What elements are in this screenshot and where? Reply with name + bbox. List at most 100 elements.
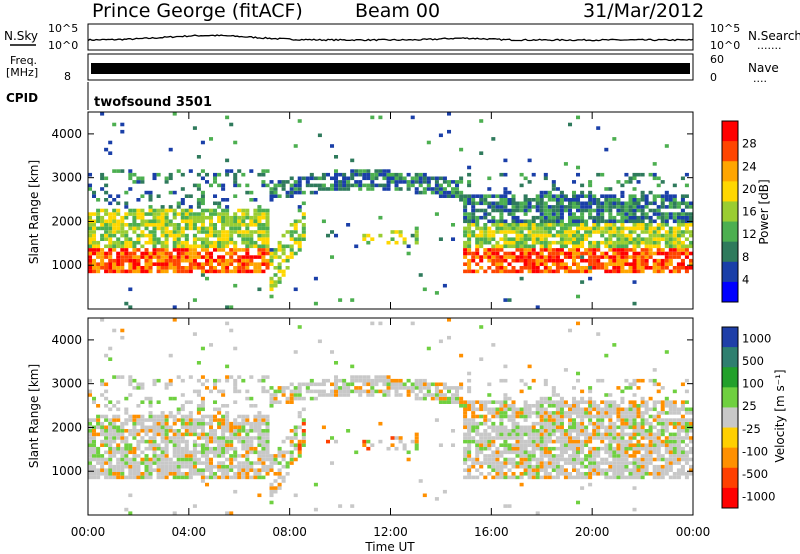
power-cell bbox=[406, 183, 411, 188]
power-cell bbox=[164, 223, 169, 227]
power-cell bbox=[249, 262, 254, 266]
velocity-cell bbox=[447, 400, 452, 404]
power-cell bbox=[108, 237, 113, 241]
power-cell bbox=[588, 262, 593, 266]
velocity-cell bbox=[370, 389, 375, 394]
velocity-cell bbox=[507, 429, 512, 433]
velocity-cell bbox=[519, 464, 524, 469]
velocity-cell bbox=[531, 378, 536, 383]
power-cell bbox=[572, 198, 577, 202]
velocity-cell bbox=[632, 393, 637, 397]
velocity-cell bbox=[124, 396, 129, 401]
velocity-cell bbox=[434, 396, 439, 401]
velocity-cell bbox=[511, 411, 516, 415]
power-cell bbox=[519, 266, 524, 270]
power-cell bbox=[120, 219, 125, 224]
power-cell bbox=[249, 233, 254, 238]
velocity-cell bbox=[523, 439, 528, 444]
power-cell bbox=[628, 248, 633, 252]
velocity-cell bbox=[463, 400, 468, 404]
velocity-cell bbox=[205, 454, 210, 458]
power-cell bbox=[297, 219, 302, 224]
velocity-cell bbox=[672, 425, 677, 430]
power-cell bbox=[636, 244, 641, 249]
velocity-cell bbox=[656, 464, 661, 469]
power-cell bbox=[245, 237, 250, 241]
power-cell bbox=[467, 266, 472, 270]
power-cell bbox=[503, 255, 508, 259]
power-cell bbox=[620, 219, 625, 224]
power-cell bbox=[632, 215, 637, 220]
velocity-cell bbox=[572, 446, 577, 451]
power-cell bbox=[608, 212, 613, 216]
power-cell bbox=[620, 190, 625, 195]
power-cell bbox=[596, 240, 601, 245]
power-cell bbox=[160, 230, 165, 234]
velocity-cell bbox=[188, 421, 193, 426]
power-cell bbox=[225, 212, 230, 216]
velocity-cell bbox=[184, 472, 189, 476]
velocity-cell bbox=[636, 450, 641, 455]
velocity-cell bbox=[229, 461, 234, 465]
power-cell bbox=[196, 237, 201, 241]
velocity-cell bbox=[301, 396, 306, 401]
velocity-cell bbox=[164, 446, 169, 451]
velocity-cell bbox=[624, 454, 629, 458]
velocity-cell bbox=[535, 468, 540, 472]
velocity-cell bbox=[192, 389, 197, 394]
power-cell bbox=[608, 233, 613, 238]
velocity-cell bbox=[104, 414, 109, 419]
velocity-cell bbox=[684, 454, 689, 458]
power-cell bbox=[156, 266, 161, 270]
power-cell bbox=[180, 215, 185, 220]
power-cell bbox=[249, 237, 254, 241]
power-cell bbox=[584, 233, 589, 238]
power-cell bbox=[136, 223, 141, 227]
freq-label-2: [MHz] bbox=[6, 66, 38, 79]
velocity-cell bbox=[160, 425, 165, 430]
velocity-cell bbox=[180, 418, 185, 422]
power-cell bbox=[152, 255, 157, 259]
velocity-cell bbox=[160, 468, 165, 472]
power-cell bbox=[261, 172, 266, 177]
velocity-cell bbox=[572, 436, 577, 440]
power-cell bbox=[92, 258, 97, 263]
power-cell bbox=[196, 212, 201, 216]
velocity-cell bbox=[620, 425, 625, 430]
power-cell bbox=[265, 233, 270, 238]
velocity-cell bbox=[563, 468, 568, 472]
power-cell bbox=[269, 283, 274, 288]
velocity-cell bbox=[237, 464, 242, 469]
velocity-cell bbox=[483, 400, 488, 404]
velocity-cell bbox=[519, 432, 524, 437]
velocity-cell bbox=[200, 454, 205, 458]
time-axis: 00:00 04:00 08:00 12:00 16:00 20:00 00:00 bbox=[71, 112, 710, 539]
power-cell bbox=[547, 226, 552, 231]
power-cell bbox=[237, 215, 242, 220]
velocity-cell bbox=[648, 461, 653, 465]
power-cell bbox=[640, 262, 645, 266]
power-cell bbox=[196, 266, 201, 270]
power-cell bbox=[555, 269, 560, 274]
velocity-cell bbox=[576, 400, 581, 404]
velocity-cell bbox=[539, 464, 544, 469]
power-cell bbox=[136, 248, 141, 252]
velocity-cell bbox=[132, 454, 137, 458]
power-cell bbox=[616, 219, 621, 224]
velocity-cell bbox=[184, 457, 189, 462]
velocity-cell bbox=[608, 407, 613, 412]
power-cell bbox=[563, 205, 568, 209]
velocity-cell bbox=[140, 436, 145, 440]
velocity-cell bbox=[200, 443, 205, 447]
power-cell bbox=[426, 183, 431, 188]
velocity-cell bbox=[88, 439, 93, 444]
power-cell bbox=[672, 233, 677, 238]
power-cell bbox=[88, 212, 93, 216]
power-cell bbox=[104, 233, 109, 238]
velocity-cell bbox=[430, 396, 435, 401]
power-cell bbox=[160, 212, 165, 216]
power-cell bbox=[632, 280, 637, 284]
power-cell bbox=[237, 169, 242, 173]
power-cell bbox=[527, 226, 532, 231]
velocity-cell bbox=[660, 443, 665, 447]
